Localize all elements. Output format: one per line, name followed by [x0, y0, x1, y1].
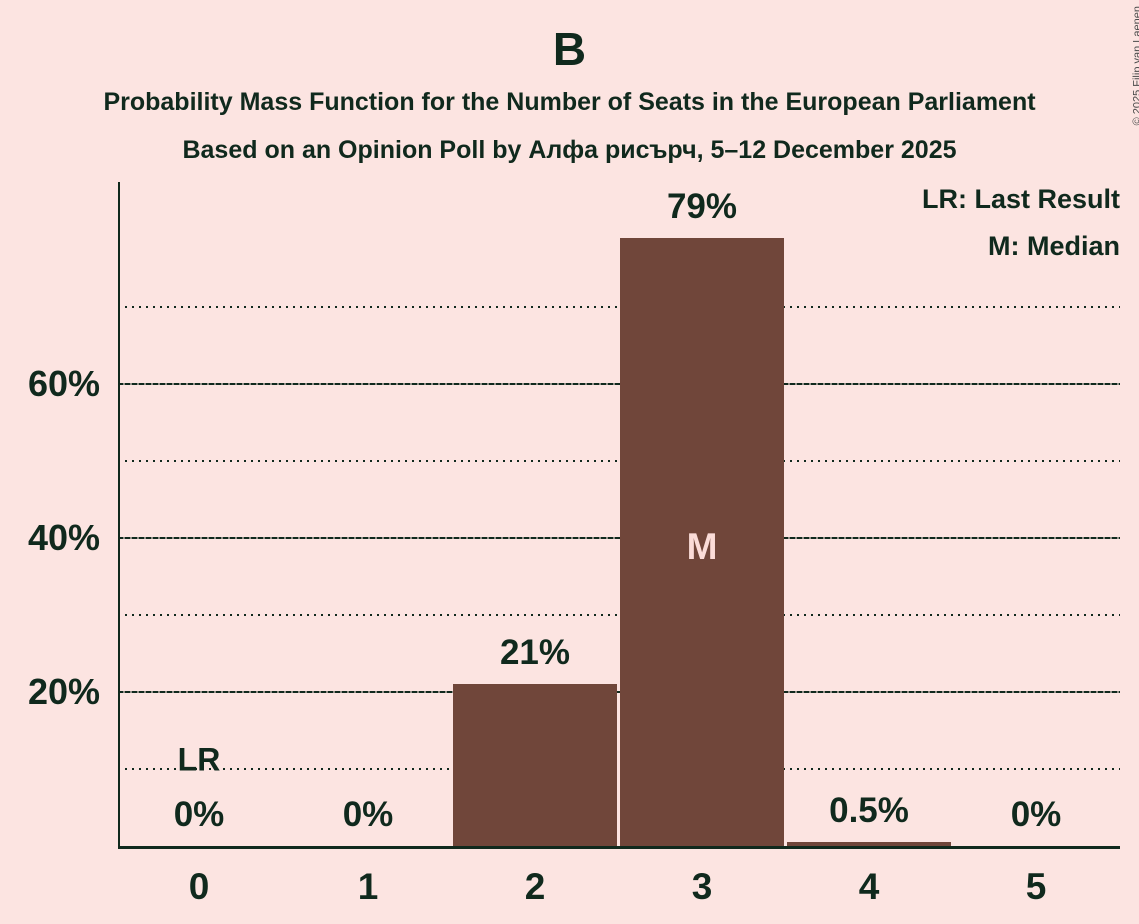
- major-gridline: [118, 691, 1120, 693]
- value-label: 0.5%: [829, 791, 909, 831]
- major-gridline: [118, 383, 1120, 385]
- chart-poll-source: Based on an Opinion Poll by Алфа рисърч,…: [182, 136, 957, 164]
- legend-median: M: Median: [988, 231, 1120, 261]
- y-tick-label: 20%: [27, 671, 100, 712]
- dotted-gridline: [118, 460, 1120, 462]
- x-tick-label: 3: [691, 866, 713, 907]
- page-title: B: [552, 23, 587, 75]
- y-tick-label: 60%: [27, 363, 100, 404]
- x-axis-line: [118, 846, 1120, 849]
- x-tick-label: 4: [858, 866, 880, 907]
- legend-last-result: LR: Last Result: [921, 184, 1120, 214]
- bar: [453, 684, 617, 846]
- median-annotation: M: [686, 526, 718, 568]
- dotted-gridline: [118, 768, 1120, 770]
- dotted-gridline: [118, 306, 1120, 308]
- value-label: 79%: [666, 186, 738, 226]
- value-label: 0%: [342, 795, 394, 834]
- x-tick-label: 5: [1025, 866, 1047, 907]
- y-tick-label: 40%: [27, 517, 100, 558]
- chart-subtitle: Probability Mass Function for the Number…: [103, 88, 1036, 116]
- x-tick-label: 1: [357, 866, 379, 907]
- major-gridline: [118, 537, 1120, 539]
- value-label: 0%: [1010, 795, 1062, 834]
- x-tick-label: 0: [188, 866, 210, 907]
- bar: [787, 842, 951, 846]
- bar: [620, 237, 784, 846]
- x-tick-label: 2: [524, 866, 546, 907]
- dotted-gridline: [118, 614, 1120, 616]
- value-label: 0%: [173, 795, 225, 834]
- value-label: 21%: [499, 633, 571, 673]
- last-result-annotation: LR: [177, 741, 221, 778]
- y-axis-line: [118, 182, 120, 849]
